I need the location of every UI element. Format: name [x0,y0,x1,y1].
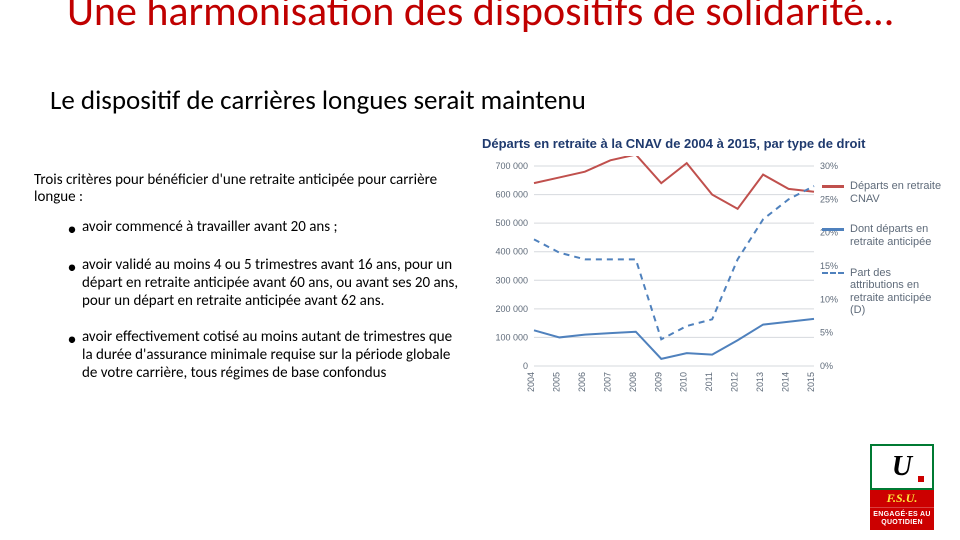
svg-text:2006: 2006 [577,372,587,392]
logo-tagline: ENGAGÉ·ES AU QUOTIDIEN [870,507,934,530]
legend-label: Départs en retraite CNAV [850,180,942,205]
svg-text:2011: 2011 [704,372,714,391]
legend-swatch-icon [822,185,844,188]
legend-item: Dont départs en retraite anticipée [822,223,942,248]
bullet-icon: • [62,258,82,276]
svg-text:2007: 2007 [602,372,612,392]
svg-text:2009: 2009 [653,372,663,392]
chart-legend: Départs en retraite CNAV Dont départs en … [822,180,942,335]
svg-text:2008: 2008 [628,372,638,392]
list-item: •avoir commencé à travailler avant 20 an… [62,218,462,238]
list-item: •avoir validé au moins 4 ou 5 trimestres… [62,256,462,310]
list-item: •avoir effectivement cotisé au moins aut… [62,328,462,382]
fsu-logo: U F.S.U. ENGAGÉ·ES AU QUOTIDIEN [870,444,934,530]
svg-text:400 000: 400 000 [495,247,528,257]
bullet-text: avoir commencé à travailler avant 20 ans… [82,218,462,236]
chart-title: Départs en retraite à la CNAV de 2004 à … [482,136,942,151]
svg-text:2010: 2010 [679,372,689,392]
logo-fsu-label: F.S.U. [870,490,934,507]
svg-text:2013: 2013 [755,372,765,392]
svg-text:100 000: 100 000 [495,332,528,342]
page-title: Une harmonisation des dispositifs de sol… [0,0,960,34]
svg-text:200 000: 200 000 [495,304,528,314]
legend-label: Dont départs en retraite anticipée [850,223,942,248]
svg-text:500 000: 500 000 [495,218,528,228]
bullet-text: avoir effectivement cotisé au moins auta… [82,328,462,382]
svg-text:2012: 2012 [730,372,740,392]
bullet-text: avoir validé au moins 4 ou 5 trimestres … [82,256,462,310]
legend-item: Départs en retraite CNAV [822,180,942,205]
svg-text:0: 0 [523,361,528,371]
svg-text:0%: 0% [820,361,833,371]
svg-text:30%: 30% [820,161,838,171]
svg-text:700 000: 700 000 [495,161,528,171]
logo-dot-icon [918,476,924,482]
bullet-icon: • [62,330,82,348]
legend-swatch-icon [822,272,844,274]
logo-u-icon: U [870,444,934,490]
intro-text: Trois critères pour bénéficier d'une ret… [34,172,464,207]
slide: Une harmonisation des dispositifs de sol… [0,0,960,540]
svg-text:2004: 2004 [526,372,536,392]
legend-label: Part des attributions en retraite antici… [850,267,942,318]
chart-container: Départs en retraite à la CNAV de 2004 à … [470,130,950,410]
svg-text:2005: 2005 [551,372,561,392]
svg-text:2015: 2015 [806,372,816,392]
bullet-icon: • [62,220,82,238]
svg-text:600 000: 600 000 [495,190,528,200]
legend-swatch-icon [822,228,844,231]
svg-text:300 000: 300 000 [495,275,528,285]
legend-item: Part des attributions en retraite antici… [822,267,942,318]
page-subtitle: Le dispositif de carrières longues serai… [50,84,586,117]
svg-text:2014: 2014 [781,372,791,392]
bullet-list: •avoir commencé à travailler avant 20 an… [62,218,462,400]
